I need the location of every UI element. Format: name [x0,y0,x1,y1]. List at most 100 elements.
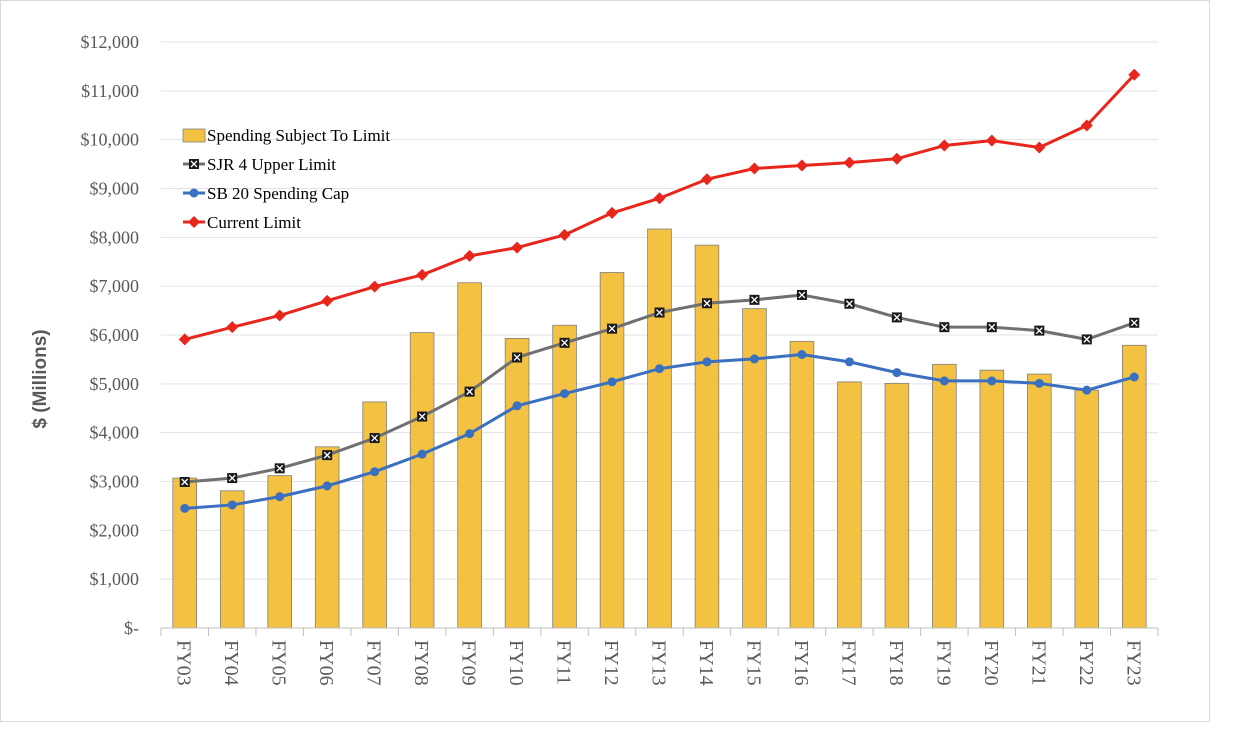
data-point [844,357,854,367]
data-point [1034,325,1045,336]
marker-cross [1130,319,1138,327]
y-tick-label: $9,000 [90,179,140,199]
marker-cross [798,291,806,299]
marker-cross [656,309,663,316]
data-point [986,322,997,333]
x-tick-label: FY11 [553,640,575,685]
marker-cross [513,354,521,361]
tick-labels: $- $1,000 $2,000 $3,000 $4,000 $5,000 $6,000 $7… [81,32,1145,686]
bar [172,477,198,629]
data-point [188,216,200,228]
data-point [416,268,429,281]
legend-entry: Spending Subject To Limit [182,126,390,145]
bar [932,363,957,629]
bar [314,446,340,629]
data-point [417,411,428,422]
data-point [226,321,239,334]
data-point [463,249,476,262]
legend: Spending Subject To Limit SJR 4 Upper Lim… [182,126,390,232]
data-point [558,228,571,241]
y-tick-label: $3,000 [90,472,140,492]
bar [884,382,910,629]
data-point [464,386,475,397]
y-tick-label: $6,000 [90,325,140,345]
y-tick-label: $1,000 [90,569,140,589]
y-tick-label: $8,000 [90,227,140,247]
marker-cross [323,451,331,459]
x-tick-label: FY05 [268,640,290,686]
x-tick-label: FY20 [980,640,1002,686]
marker-cross [190,160,198,168]
y-tick-label: $12,000 [81,32,140,52]
x-tick-label: FY07 [363,640,385,686]
data-point [1129,317,1140,328]
data-point [844,298,855,309]
data-point [322,450,333,461]
x-tick-label: FY22 [1075,640,1097,686]
y-tick-label: $10,000 [81,130,140,150]
data-point [189,188,199,198]
bar [552,324,577,629]
data-point [1082,385,1092,395]
data-point [843,156,856,169]
data-point [178,333,191,346]
data-point [274,463,285,474]
data-point [796,289,807,300]
series-sb-20-spending-cap [180,350,1139,513]
data-point [939,322,950,333]
x-tick-label: FY17 [837,640,859,686]
y-axis-label: $ (Millions) [30,329,51,428]
data-point [189,159,199,169]
marker-cross [1083,335,1091,343]
data-point [892,368,902,378]
x-tick-label: FY08 [410,640,432,686]
data-point [511,241,524,254]
data-point [1034,378,1044,388]
legend-entry: Current Limit [183,213,301,232]
y-tick-label: $7,000 [90,276,140,296]
data-point [512,352,523,363]
data-point [368,280,381,293]
data-point [653,192,666,205]
legend-label: Current Limit [207,213,301,232]
y-tick-label: $11,000 [81,81,139,101]
x-tick-label: FY15 [742,640,764,686]
data-point [985,134,998,147]
data-point [273,309,286,322]
data-point [179,476,190,487]
data-point [795,159,808,172]
x-tick-label: FY16 [790,640,812,686]
x-tick-label: FY23 [1122,640,1144,686]
data-point [939,376,949,386]
data-point [702,357,712,367]
marker-cross [703,299,711,307]
x-tick-label: FY10 [505,640,527,686]
marker-cross [845,300,853,308]
y-tick-label: $2,000 [90,520,140,540]
x-tick-label: FY03 [173,640,195,686]
x-tick-label: FY06 [315,640,337,686]
bar [1074,389,1100,629]
data-point [797,350,807,360]
data-point [370,467,380,477]
data-point [1081,334,1092,345]
data-point [890,152,903,165]
data-point [275,492,285,502]
data-point [1080,119,1093,132]
marker-cross [371,434,379,442]
bar [1027,373,1052,629]
series-sjr-4-upper-limit [179,289,1140,487]
y-tick-label: $4,000 [90,423,140,443]
y-tick-label: $- [124,618,139,638]
x-tick-label: FY18 [885,640,907,686]
axes [160,627,1159,636]
data-point [938,139,951,152]
data-point [1129,372,1139,382]
data-point [701,298,712,309]
bar-series [172,228,1147,629]
data-point [987,376,997,386]
bar [409,332,435,629]
data-point [891,312,902,323]
bar [1121,344,1147,629]
y-tick-label: $5,000 [90,374,140,394]
